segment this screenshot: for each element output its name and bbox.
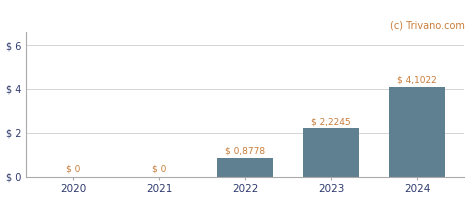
Text: (c) Trivano.com: (c) Trivano.com [390, 20, 464, 30]
Text: $ 0: $ 0 [66, 165, 80, 174]
Bar [303, 128, 359, 177]
Text: $ 0,8778: $ 0,8778 [225, 147, 265, 156]
Text: $ 4,1022: $ 4,1022 [397, 76, 437, 85]
Text: $ 0: $ 0 [152, 165, 166, 174]
Bar [389, 87, 445, 177]
Bar [217, 158, 273, 177]
Text: $ 2,2245: $ 2,2245 [311, 117, 351, 126]
